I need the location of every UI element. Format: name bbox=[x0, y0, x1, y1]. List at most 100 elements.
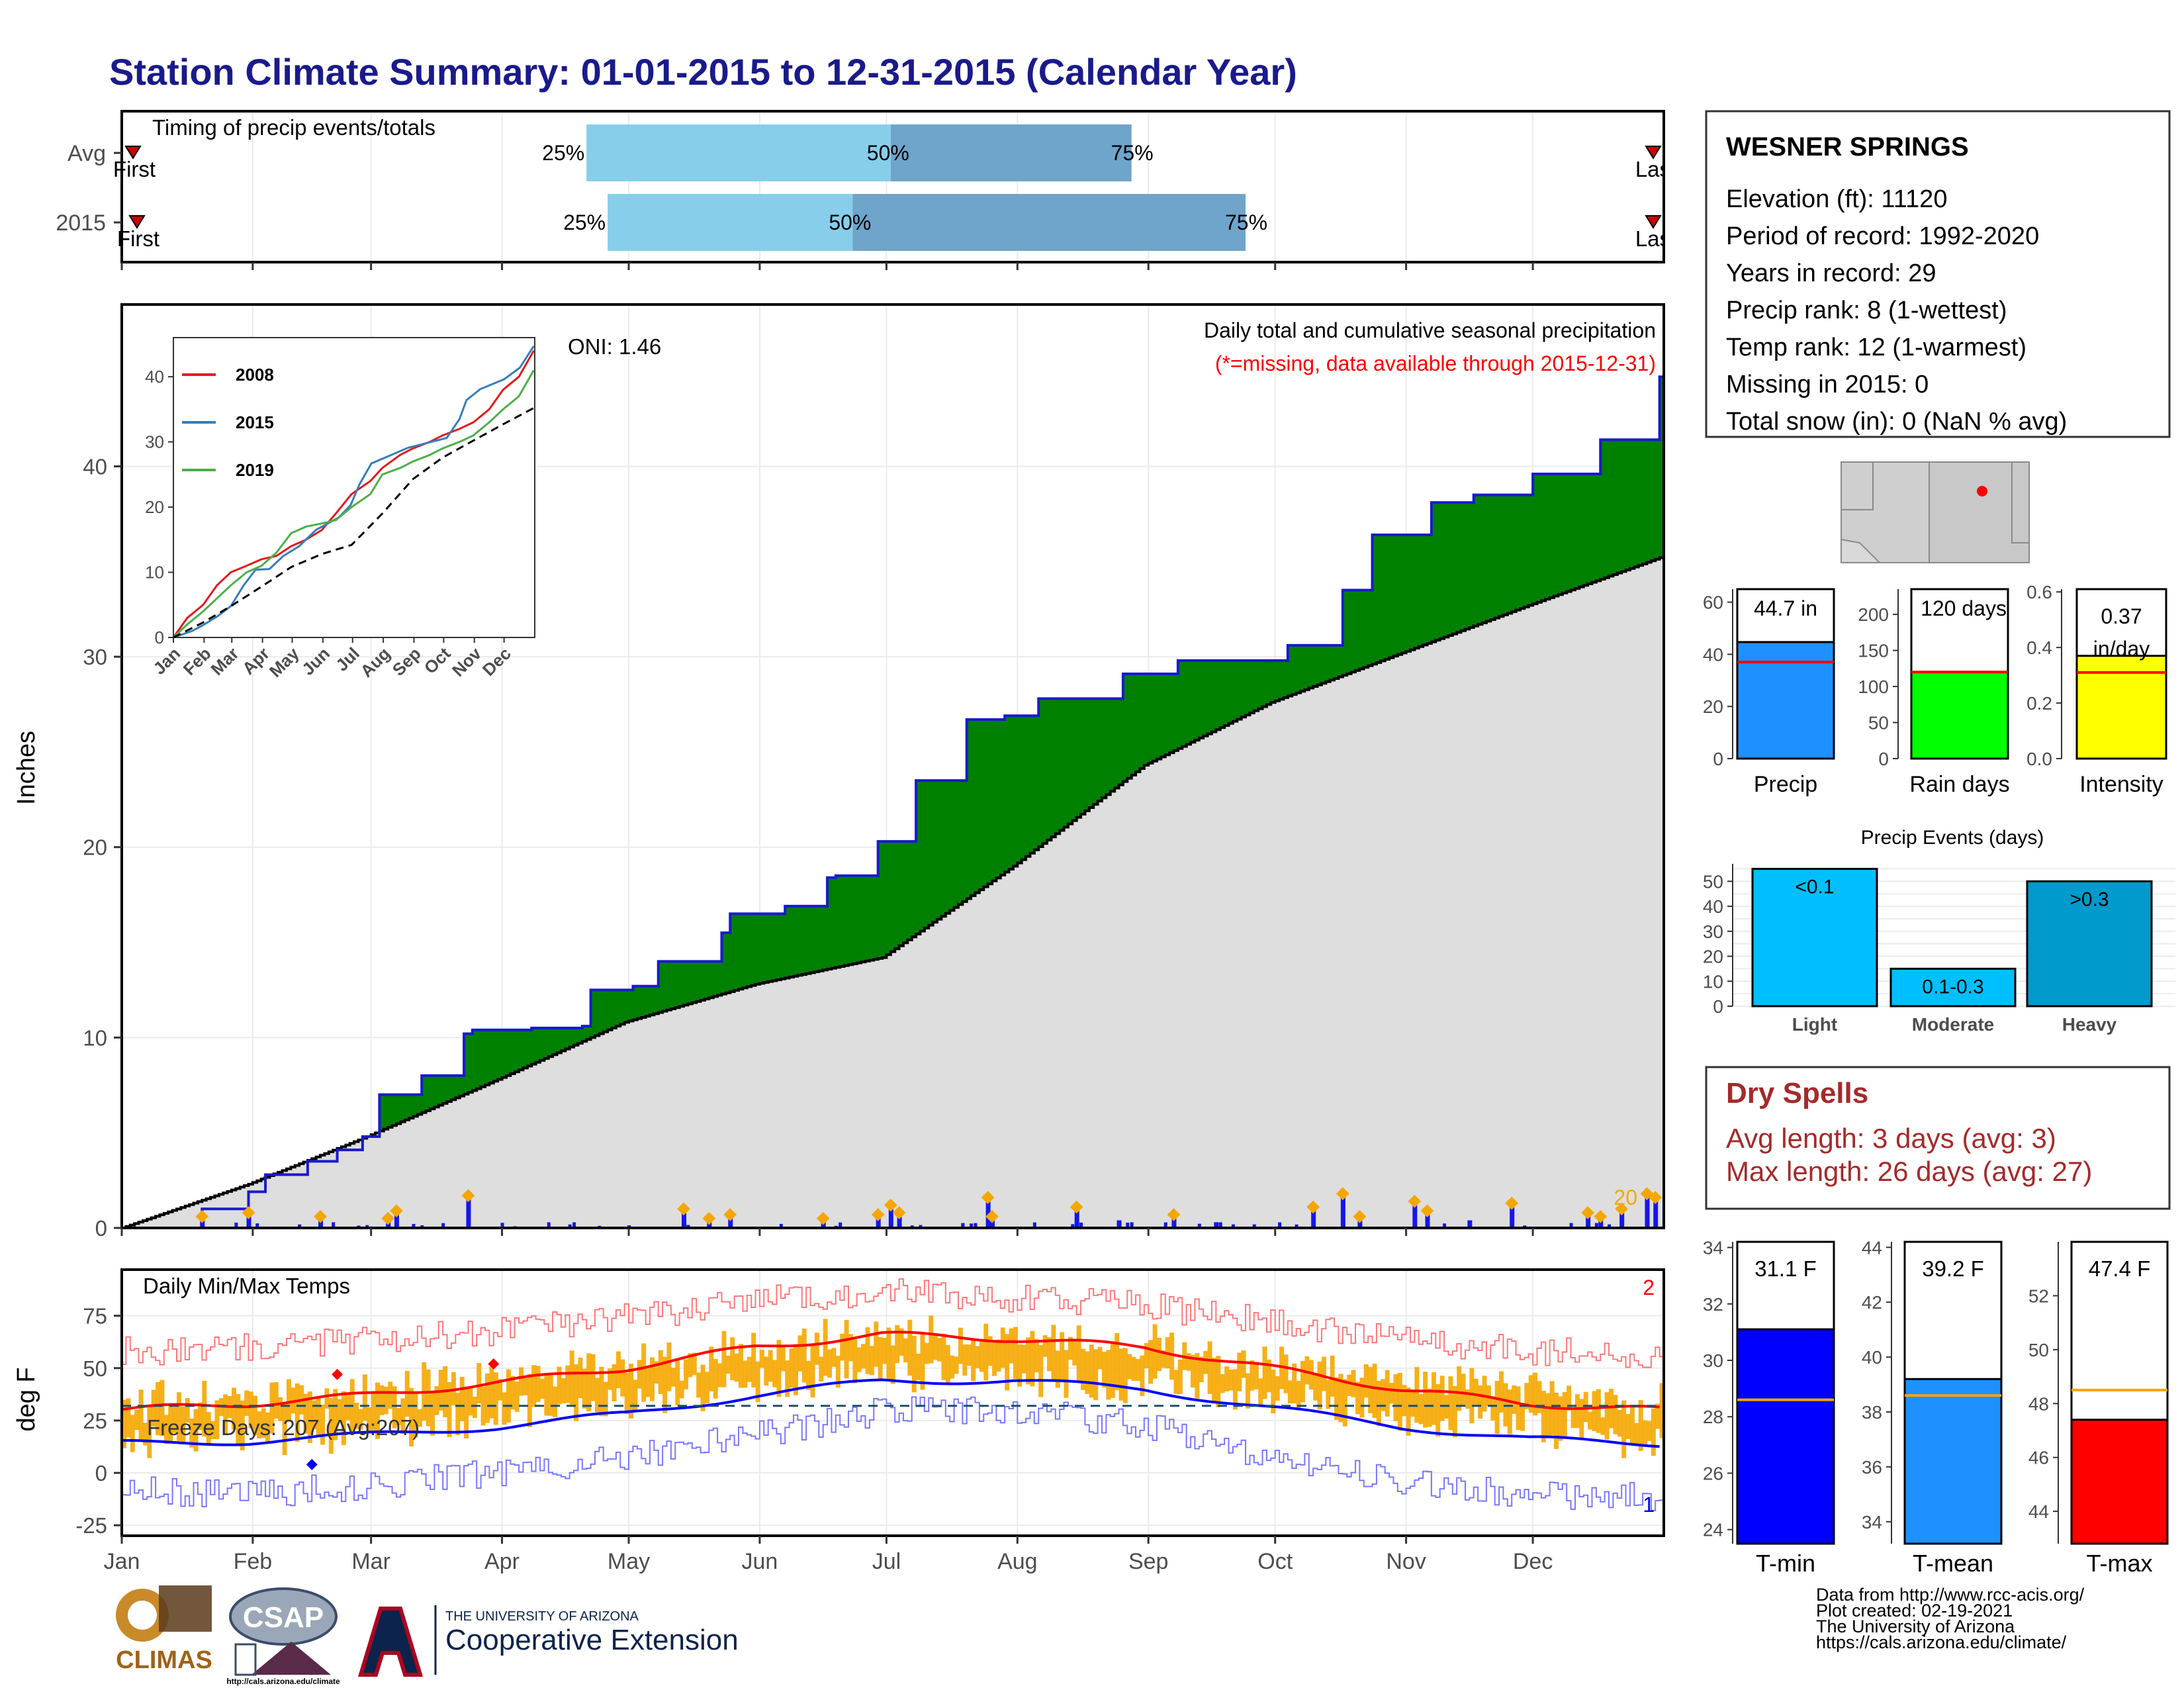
daily-temp-range-bar bbox=[1376, 1381, 1381, 1427]
daily-temp-range-bar bbox=[1621, 1400, 1627, 1458]
timing-row-label: 2015 bbox=[56, 211, 106, 236]
daily-temp-range-bar bbox=[975, 1346, 980, 1368]
first-marker-icon bbox=[124, 146, 142, 160]
daily-temp-range-bar bbox=[1524, 1383, 1529, 1409]
inset-average-line bbox=[173, 407, 535, 639]
events-category-label: Light bbox=[1792, 1014, 1837, 1035]
daily-precip-bar bbox=[1645, 1194, 1650, 1228]
daily-temp-range-bar bbox=[493, 1372, 498, 1425]
daily-temp-range-bar bbox=[1347, 1374, 1352, 1396]
dry-spells-box: Dry Spells Avg length: 3 days (avg: 3)Max… bbox=[1705, 1066, 2171, 1210]
daily-temp-range-bar bbox=[1089, 1344, 1094, 1398]
daily-temp-range-bar bbox=[430, 1393, 435, 1436]
daily-temp-range-bar bbox=[835, 1356, 841, 1388]
daily-temp-range-bar bbox=[413, 1391, 418, 1438]
daily-temp-range-bar bbox=[468, 1387, 473, 1416]
daily-temp-range-bar bbox=[709, 1346, 714, 1391]
daily-precip-bar bbox=[1071, 1224, 1075, 1228]
station-info-line: Precip rank: 8 (1-wettest) bbox=[1726, 297, 2007, 324]
inset-chart: 010203040JanFebMarAprMayJunJulAugSepOctN… bbox=[145, 337, 535, 681]
daily-temp-range-bar bbox=[1296, 1381, 1301, 1409]
heavy-event-marker bbox=[816, 1211, 830, 1225]
timing-clip-mask bbox=[1665, 99, 1692, 271]
last-marker-icon bbox=[1645, 215, 1662, 229]
daily-temp-range-bar bbox=[176, 1392, 181, 1442]
daily-temp-range-bar bbox=[1237, 1352, 1242, 1391]
daily-temp-range-bar bbox=[1060, 1332, 1065, 1383]
daily-temp-range-bar bbox=[502, 1392, 507, 1425]
daily-temp-range-bar bbox=[1144, 1342, 1149, 1368]
heavy-event-marker bbox=[242, 1206, 255, 1219]
summary-bar-precip: 0 20 40 60 44.7 in Precip bbox=[1703, 588, 1835, 797]
timing-p75-label: 75% bbox=[1111, 141, 1154, 165]
climas-logo-text: CLIMAS bbox=[116, 1646, 212, 1674]
events-y-tick-label: 20 bbox=[1703, 947, 1723, 967]
daily-temp-range-bar bbox=[1136, 1359, 1141, 1382]
daily-temp-range-bar bbox=[1177, 1359, 1183, 1395]
heavy-event-marker bbox=[390, 1204, 403, 1218]
daily-temp-range-bar bbox=[181, 1406, 186, 1443]
heavy-event-marker bbox=[1167, 1207, 1181, 1221]
station-location-dot bbox=[1977, 486, 1987, 496]
daily-temp-range-bar bbox=[1228, 1369, 1234, 1391]
daily-temp-range-bar bbox=[295, 1383, 300, 1442]
daily-temp-range-bar bbox=[510, 1376, 516, 1410]
daily-temp-range-bar bbox=[1246, 1373, 1251, 1409]
daily-temp-range-bar bbox=[1465, 1389, 1470, 1409]
timing-p25-label: 25% bbox=[542, 141, 584, 165]
summary-y-tick-label: 100 bbox=[1858, 677, 1889, 697]
events-title: Precip Events (days) bbox=[1861, 827, 2044, 849]
daily-temp-range-bar bbox=[1604, 1392, 1610, 1440]
daily-temp-range-bar bbox=[1448, 1376, 1453, 1430]
summary-bar-label: Rain days bbox=[1909, 772, 2009, 797]
precip-y-tick-label: 10 bbox=[83, 1025, 107, 1050]
footer-data-from: Data from http://www.rcc-acis.org/ bbox=[1816, 1585, 2085, 1605]
temp-y-tick-label: 50 bbox=[83, 1356, 107, 1381]
daily-temp-range-bar bbox=[1262, 1346, 1267, 1399]
daily-temp-range-bar bbox=[954, 1356, 959, 1374]
daily-temp-range-bar bbox=[1507, 1389, 1512, 1434]
inset-series-line bbox=[172, 350, 535, 638]
daily-precip-bar bbox=[1425, 1211, 1430, 1228]
daily-temp-range-bar bbox=[1490, 1396, 1496, 1421]
daily-temp-range-bar bbox=[1064, 1350, 1069, 1398]
station-info-line: Elevation (ft): 11120 bbox=[1726, 185, 1947, 213]
daily-temp-range-bar bbox=[1017, 1344, 1023, 1387]
precip-y-axis-title: Inches bbox=[13, 731, 40, 805]
daily-temp-range-bar bbox=[316, 1396, 321, 1437]
daily-temp-range-bar bbox=[1055, 1350, 1060, 1388]
record-low-count: 1 bbox=[1643, 1493, 1655, 1517]
record-min-line bbox=[122, 1396, 1664, 1511]
daily-temp-range-bar bbox=[831, 1348, 837, 1367]
daily-temp-range-bar bbox=[1647, 1421, 1652, 1441]
temp-summary-value-text: 31.1 F bbox=[1754, 1256, 1817, 1281]
summary-y-tick-label: 0 bbox=[1878, 749, 1889, 769]
daily-temp-range-bar bbox=[185, 1398, 190, 1423]
daily-temp-range-bar bbox=[168, 1405, 173, 1443]
daily-temp-range-bar bbox=[911, 1335, 917, 1393]
daily-temp-range-bar bbox=[1418, 1393, 1424, 1425]
temp-summary-y-tick-label: 44 bbox=[1862, 1237, 1882, 1258]
heavy-event-marker bbox=[677, 1202, 690, 1216]
heavy-event-marker bbox=[1615, 1202, 1629, 1216]
daily-temp-range-bar bbox=[1634, 1423, 1639, 1445]
daily-precip-bar bbox=[1032, 1222, 1036, 1228]
daily-precip-bar bbox=[1569, 1223, 1573, 1228]
daily-temp-range-bar bbox=[1220, 1374, 1225, 1393]
daily-temp-range-bar bbox=[1410, 1391, 1415, 1417]
daily-temp-range-bar bbox=[1072, 1339, 1077, 1366]
daily-temp-range-bar bbox=[388, 1382, 393, 1409]
footer-plot-created: Plot created: 02-19-2021 bbox=[1816, 1601, 2013, 1620]
daily-precip-bar bbox=[897, 1224, 901, 1228]
daily-temp-range-bar bbox=[273, 1382, 279, 1419]
daily-precip-bar bbox=[779, 1223, 783, 1228]
daily-temp-range-bar bbox=[1051, 1325, 1056, 1381]
daily-temp-range-bar bbox=[1127, 1354, 1132, 1380]
daily-temp-range-bar bbox=[1414, 1367, 1420, 1423]
daily-temp-range-bar bbox=[539, 1378, 545, 1399]
daily-temp-range-bar bbox=[1562, 1391, 1567, 1437]
temp-summary-value-text: 39.2 F bbox=[1922, 1256, 1984, 1281]
daily-temp-range-bar bbox=[206, 1412, 211, 1446]
daily-temp-range-bar bbox=[1093, 1349, 1099, 1401]
daily-temp-range-bar bbox=[1271, 1369, 1276, 1414]
